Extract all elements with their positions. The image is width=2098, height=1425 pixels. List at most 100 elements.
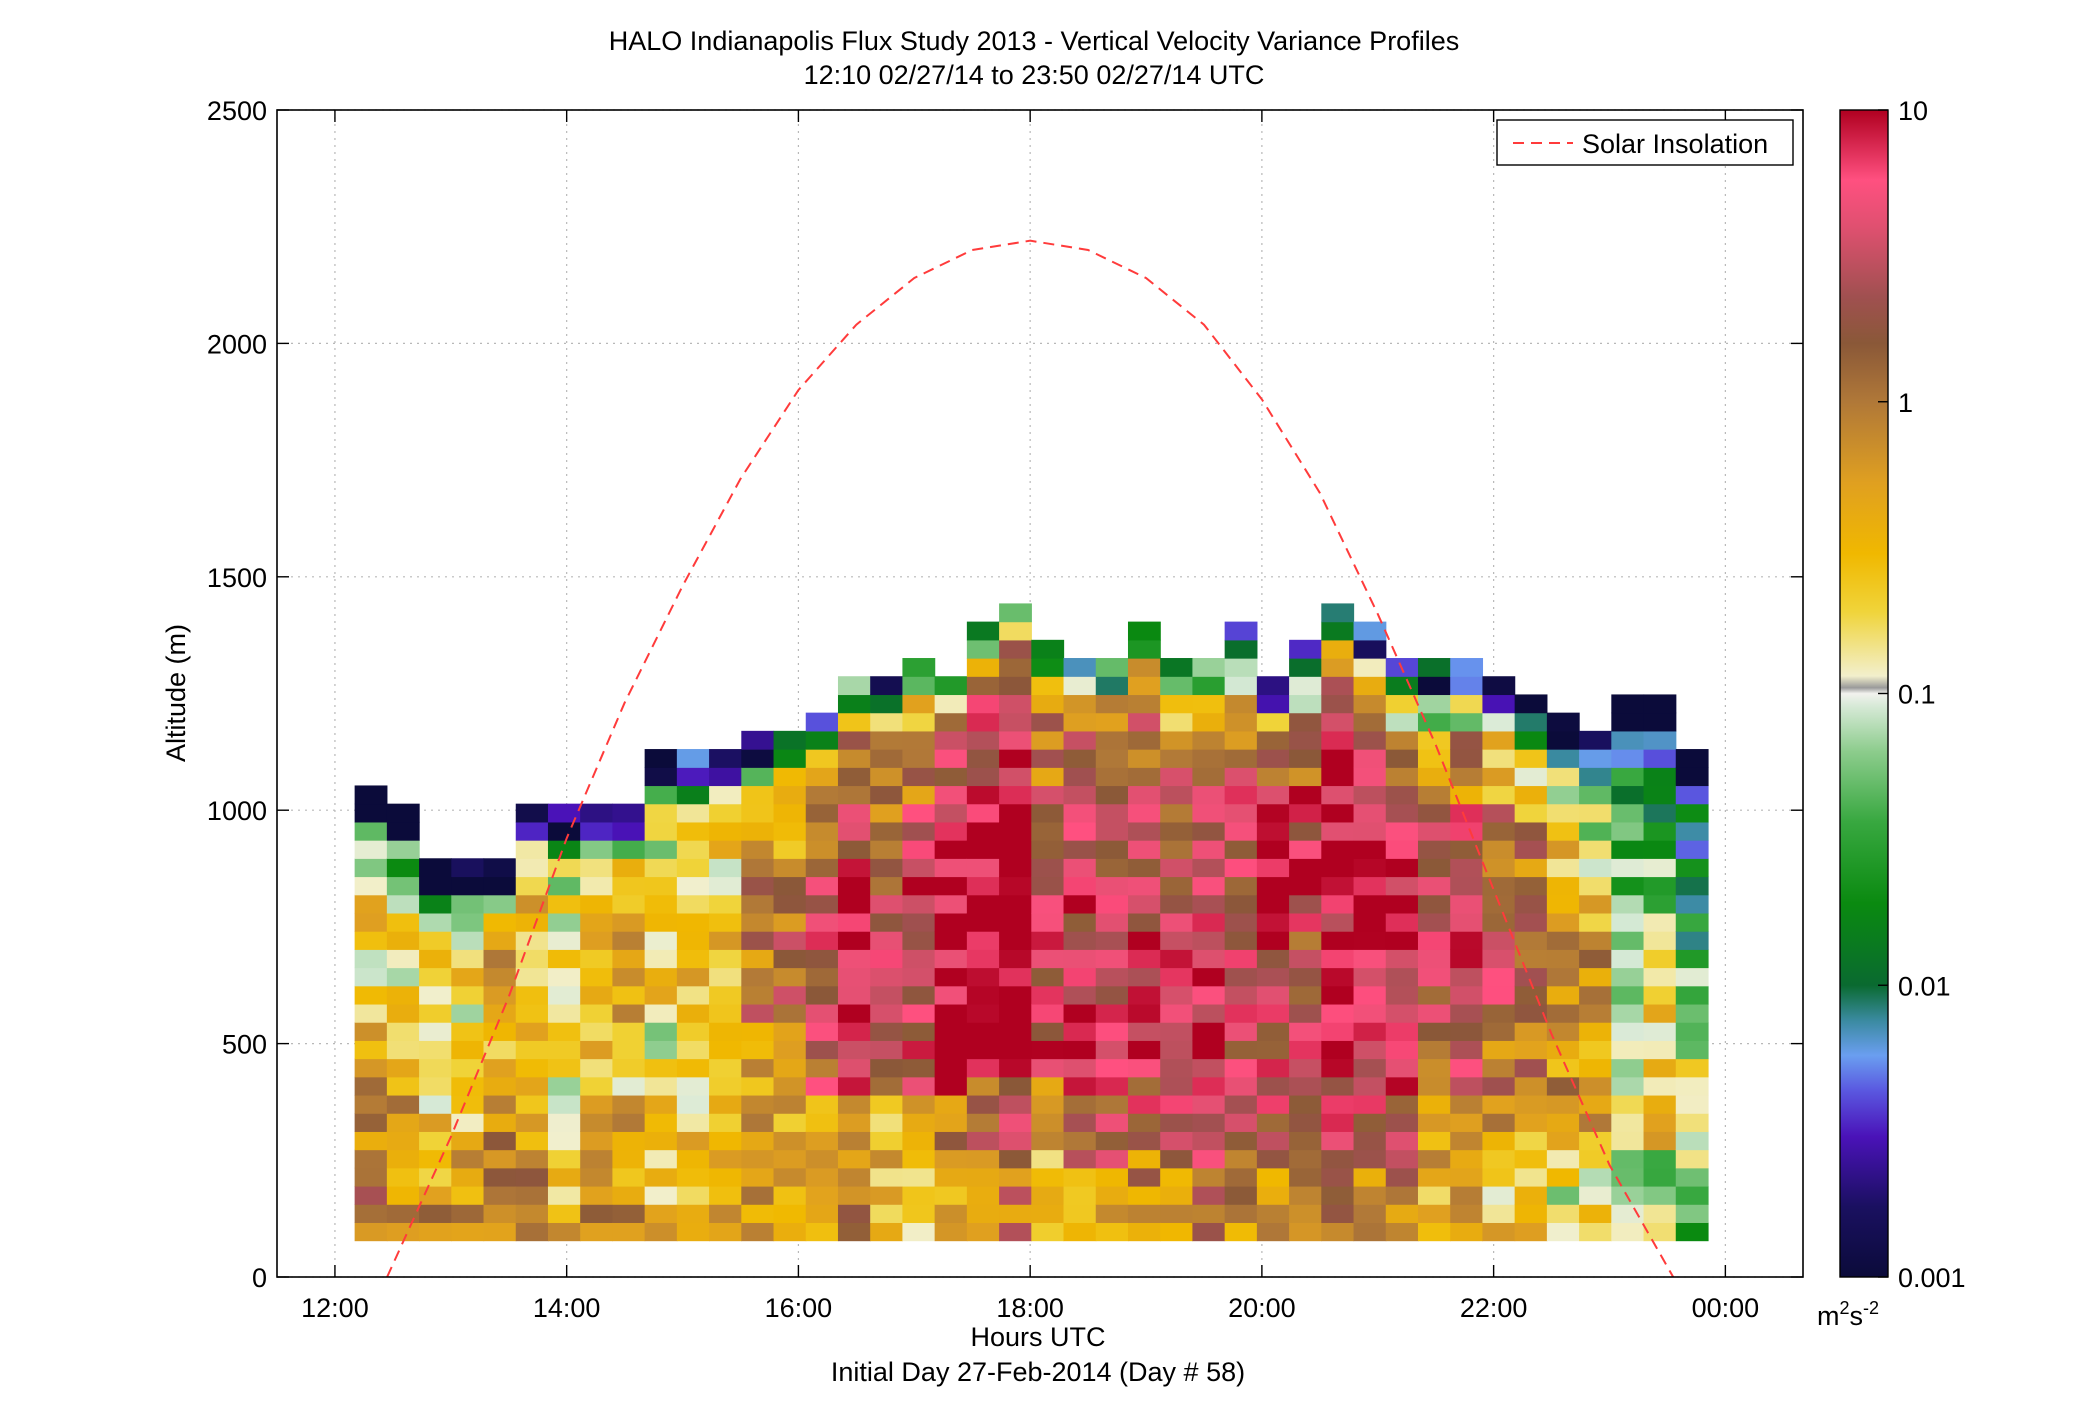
heatmap-cell — [1450, 658, 1484, 677]
heatmap-cell — [1192, 658, 1226, 677]
heatmap-cell — [1127, 658, 1161, 677]
heatmap-cell — [709, 767, 742, 787]
heatmap-cell — [1095, 658, 1129, 677]
heatmap-cell — [1127, 749, 1161, 768]
heatmap-cell — [1579, 1022, 1612, 1041]
heatmap-cell — [1063, 730, 1097, 750]
colorbar-tick-label: 1 — [1898, 388, 1913, 418]
heatmap-cell — [1031, 712, 1065, 732]
heatmap-cell — [773, 1022, 807, 1041]
heatmap-cell — [741, 1022, 775, 1041]
heatmap-cell — [1579, 767, 1612, 787]
heatmap-cell — [1192, 712, 1226, 732]
heatmap-cell — [709, 894, 742, 914]
heatmap-cell — [934, 1076, 968, 1096]
heatmap-cell — [1289, 1149, 1322, 1169]
heatmap-cell — [1031, 949, 1065, 969]
heatmap-cell — [515, 931, 549, 950]
heatmap-cell — [934, 712, 968, 732]
heatmap-cell — [1675, 821, 1709, 841]
heatmap-cell — [966, 712, 1000, 732]
heatmap-cell — [1385, 949, 1419, 969]
heatmap-cell — [1579, 749, 1612, 768]
y-tick-label: 1500 — [207, 563, 267, 593]
heatmap-cell — [676, 1040, 710, 1060]
heatmap-cell — [1482, 749, 1516, 768]
heatmap-cell — [515, 1149, 549, 1169]
heatmap-cell — [1224, 785, 1258, 805]
heatmap-cell — [386, 1094, 420, 1114]
heatmap-cell — [451, 1003, 485, 1023]
heatmap-cell — [773, 1058, 807, 1078]
heatmap-cell — [934, 676, 968, 696]
heatmap-cell — [1482, 1185, 1516, 1205]
heatmap-cell — [1192, 749, 1226, 768]
heatmap-cell — [1127, 1222, 1161, 1242]
heatmap-cell — [676, 1058, 710, 1078]
heatmap-cell — [419, 1131, 452, 1151]
heatmap-cell — [1385, 730, 1419, 750]
heatmap-cell — [1546, 894, 1580, 914]
heatmap-cell — [644, 1204, 678, 1223]
heatmap-cell — [419, 931, 452, 950]
heatmap-cell — [354, 858, 388, 878]
heatmap-cell — [612, 1131, 646, 1151]
heatmap-cell — [934, 767, 968, 787]
heatmap-cell — [1160, 912, 1194, 932]
heatmap-cell — [1289, 1204, 1322, 1223]
heatmap-cell — [966, 767, 1000, 787]
x-tick-label: 00:00 — [1692, 1293, 1760, 1323]
heatmap-cell — [1289, 1222, 1322, 1242]
heatmap-cell — [1289, 840, 1322, 859]
heatmap-cell — [999, 1094, 1032, 1114]
heatmap-cell — [483, 931, 517, 950]
heatmap-cell — [676, 785, 710, 805]
heatmap-cell — [805, 1094, 839, 1114]
heatmap-cell — [1546, 1131, 1580, 1151]
x-axis-label: Hours UTC — [970, 1322, 1105, 1352]
heatmap-cell — [870, 1058, 904, 1078]
heatmap-cell — [354, 931, 388, 950]
heatmap-cell — [966, 639, 1000, 659]
heatmap-cell — [1353, 985, 1387, 1005]
heatmap-cell — [837, 803, 871, 823]
heatmap-cell — [1160, 749, 1194, 768]
heatmap-cell — [1192, 858, 1226, 878]
heatmap-cell — [1031, 658, 1065, 677]
heatmap-cell — [1063, 1113, 1097, 1132]
heatmap-cell — [741, 894, 775, 914]
heatmap-cell — [612, 1167, 646, 1187]
heatmap-cell — [1289, 694, 1322, 714]
heatmap-cell — [1224, 1167, 1258, 1187]
heatmap-cell — [1095, 840, 1129, 859]
heatmap-cell — [612, 1204, 646, 1223]
heatmap-cell — [1482, 1167, 1516, 1187]
heatmap-cell — [1514, 1204, 1548, 1223]
heatmap-cell — [1675, 1167, 1709, 1187]
heatmap-cell — [1675, 1094, 1709, 1114]
heatmap-cell — [1321, 821, 1355, 841]
heatmap-cell — [1127, 1185, 1161, 1205]
heatmap-cell — [483, 1113, 517, 1132]
heatmap-cell — [1321, 1094, 1355, 1114]
heatmap-cell — [837, 1131, 871, 1151]
heatmap-cell — [1224, 858, 1258, 878]
heatmap-cell — [709, 1022, 742, 1041]
heatmap-cell — [1353, 1131, 1387, 1151]
heatmap-cell — [1353, 1222, 1387, 1242]
heatmap-cell — [1063, 894, 1097, 914]
heatmap-cell — [1385, 1094, 1419, 1114]
heatmap-cell — [354, 840, 388, 859]
heatmap-cell — [902, 1113, 936, 1132]
heatmap-cell — [1417, 712, 1451, 732]
heatmap-cell — [1450, 1094, 1484, 1114]
heatmap-cell — [1450, 785, 1484, 805]
heatmap-cell — [1643, 749, 1677, 768]
heatmap-cell — [805, 1185, 839, 1205]
heatmap-cell — [902, 821, 936, 841]
heatmap-cell — [805, 985, 839, 1005]
heatmap-cell — [902, 1167, 936, 1187]
colorbar-unit: m2s-2 — [1817, 1298, 1879, 1331]
heatmap-cell — [451, 1167, 485, 1187]
heatmap-cell — [870, 1204, 904, 1223]
